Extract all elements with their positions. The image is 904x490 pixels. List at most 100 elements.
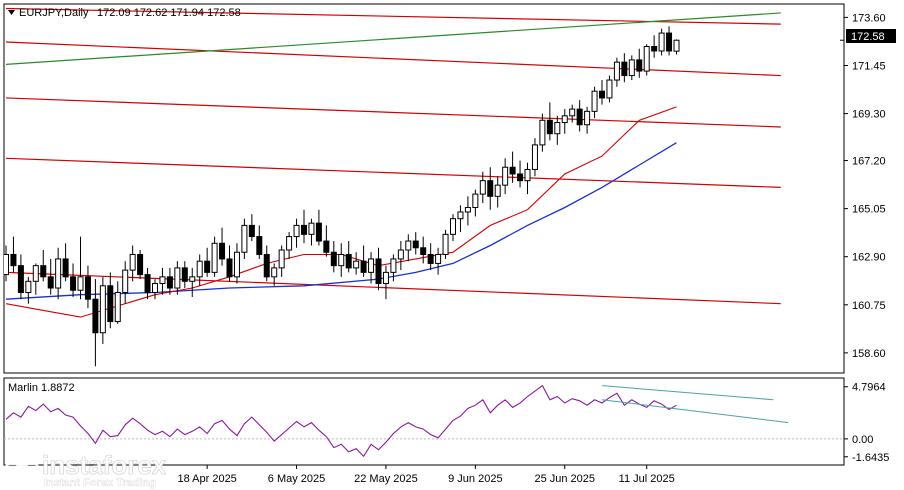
candle: [84, 265, 91, 309]
candle: [628, 55, 635, 81]
channel-line: [5, 41, 781, 77]
candle-body: [643, 45, 650, 72]
candle-body: [450, 218, 456, 235]
candle: [166, 267, 173, 295]
candle-body: [591, 90, 598, 112]
main-plot-frame: [3, 3, 845, 374]
candle-body: [360, 260, 367, 273]
candle: [345, 241, 352, 273]
candle: [278, 245, 285, 277]
candle: [32, 263, 39, 295]
candle-body: [666, 32, 673, 52]
candle-body: [263, 253, 270, 278]
candle: [204, 247, 211, 277]
candle: [122, 261, 129, 304]
price-axis-label: 165.05: [852, 204, 886, 216]
candle: [263, 245, 270, 282]
candle-body: [159, 276, 166, 285]
candle: [40, 250, 47, 282]
candle: [405, 234, 412, 262]
candle-body: [472, 193, 479, 209]
candle-body: [531, 144, 538, 170]
date-axis-label: 9 Jun 2025: [448, 473, 502, 485]
candle-body: [99, 285, 106, 334]
date-axis-label: 25 Jun 2025: [534, 473, 595, 485]
candle: [189, 267, 196, 297]
candle-body: [114, 291, 121, 323]
candle: [524, 162, 531, 195]
channel-line: [5, 157, 781, 188]
candle-body: [561, 115, 568, 124]
candle: [181, 261, 188, 289]
candle-body: [636, 59, 643, 72]
candle: [271, 263, 278, 286]
candle-body: [368, 258, 375, 273]
candle: [509, 151, 516, 183]
indicator-axis-label: 0.00: [852, 434, 873, 446]
candle: [226, 245, 233, 282]
candle-body: [651, 45, 658, 52]
candle: [397, 241, 404, 271]
price-axis-label: 167.20: [852, 156, 886, 168]
candle: [390, 254, 397, 282]
candle-body: [129, 253, 136, 271]
candle: [382, 265, 389, 300]
candle-body: [211, 242, 218, 273]
candle-body: [144, 274, 151, 293]
candle: [4, 245, 9, 282]
candle: [636, 48, 643, 78]
candle-body: [315, 222, 322, 242]
candle-body: [435, 253, 442, 264]
candle-body: [517, 173, 524, 182]
candle: [174, 261, 181, 295]
channel-line: [5, 97, 781, 128]
candle-body: [62, 258, 69, 278]
price-axis-label: 169.30: [852, 109, 886, 121]
candle-body: [524, 168, 531, 182]
date-axis-label: 11 Jul 2025: [619, 473, 675, 485]
candle: [643, 44, 650, 76]
candle-body: [658, 32, 665, 52]
candle-body: [4, 253, 9, 276]
symbol-dropdown-icon[interactable]: [8, 10, 15, 15]
candle: [196, 254, 203, 286]
candle: [137, 250, 144, 280]
candle: [114, 281, 121, 324]
candle-body: [479, 180, 486, 195]
candle-body: [599, 90, 605, 99]
candle: [651, 35, 658, 58]
candle-body: [241, 224, 248, 253]
candle: [561, 109, 568, 134]
candle: [55, 247, 62, 300]
candle-body: [353, 260, 360, 269]
candle: [301, 209, 307, 244]
watermark-brand: instaforex: [42, 450, 167, 480]
candle: [77, 236, 84, 300]
candle-body: [502, 166, 509, 186]
price-axis-label: 173.60: [852, 12, 886, 24]
symbol-header: EURJPY,Daily: [19, 7, 89, 19]
divergence-line: [601, 385, 774, 401]
candle-body: [107, 285, 114, 323]
date-axis-label: 22 May 2025: [354, 473, 418, 485]
candle-body: [174, 267, 181, 289]
candle-body: [345, 253, 352, 269]
candle-body: [55, 258, 62, 289]
candle: [576, 100, 583, 132]
candle-body: [338, 253, 345, 267]
candle-body: [122, 269, 129, 293]
candle-body: [375, 258, 382, 285]
candle: [330, 241, 337, 273]
candle-body: [196, 260, 203, 278]
candle-body: [487, 180, 494, 197]
indicator-clipped-group: [4, 384, 844, 458]
candle: [315, 209, 322, 246]
candle: [427, 243, 434, 271]
candle: [17, 254, 24, 300]
candle: [479, 171, 486, 204]
candle: [539, 113, 546, 152]
candle-body: [539, 119, 546, 146]
candle: [412, 232, 419, 255]
candle-body: [278, 249, 285, 269]
indicator-plot-frame: [3, 377, 845, 466]
